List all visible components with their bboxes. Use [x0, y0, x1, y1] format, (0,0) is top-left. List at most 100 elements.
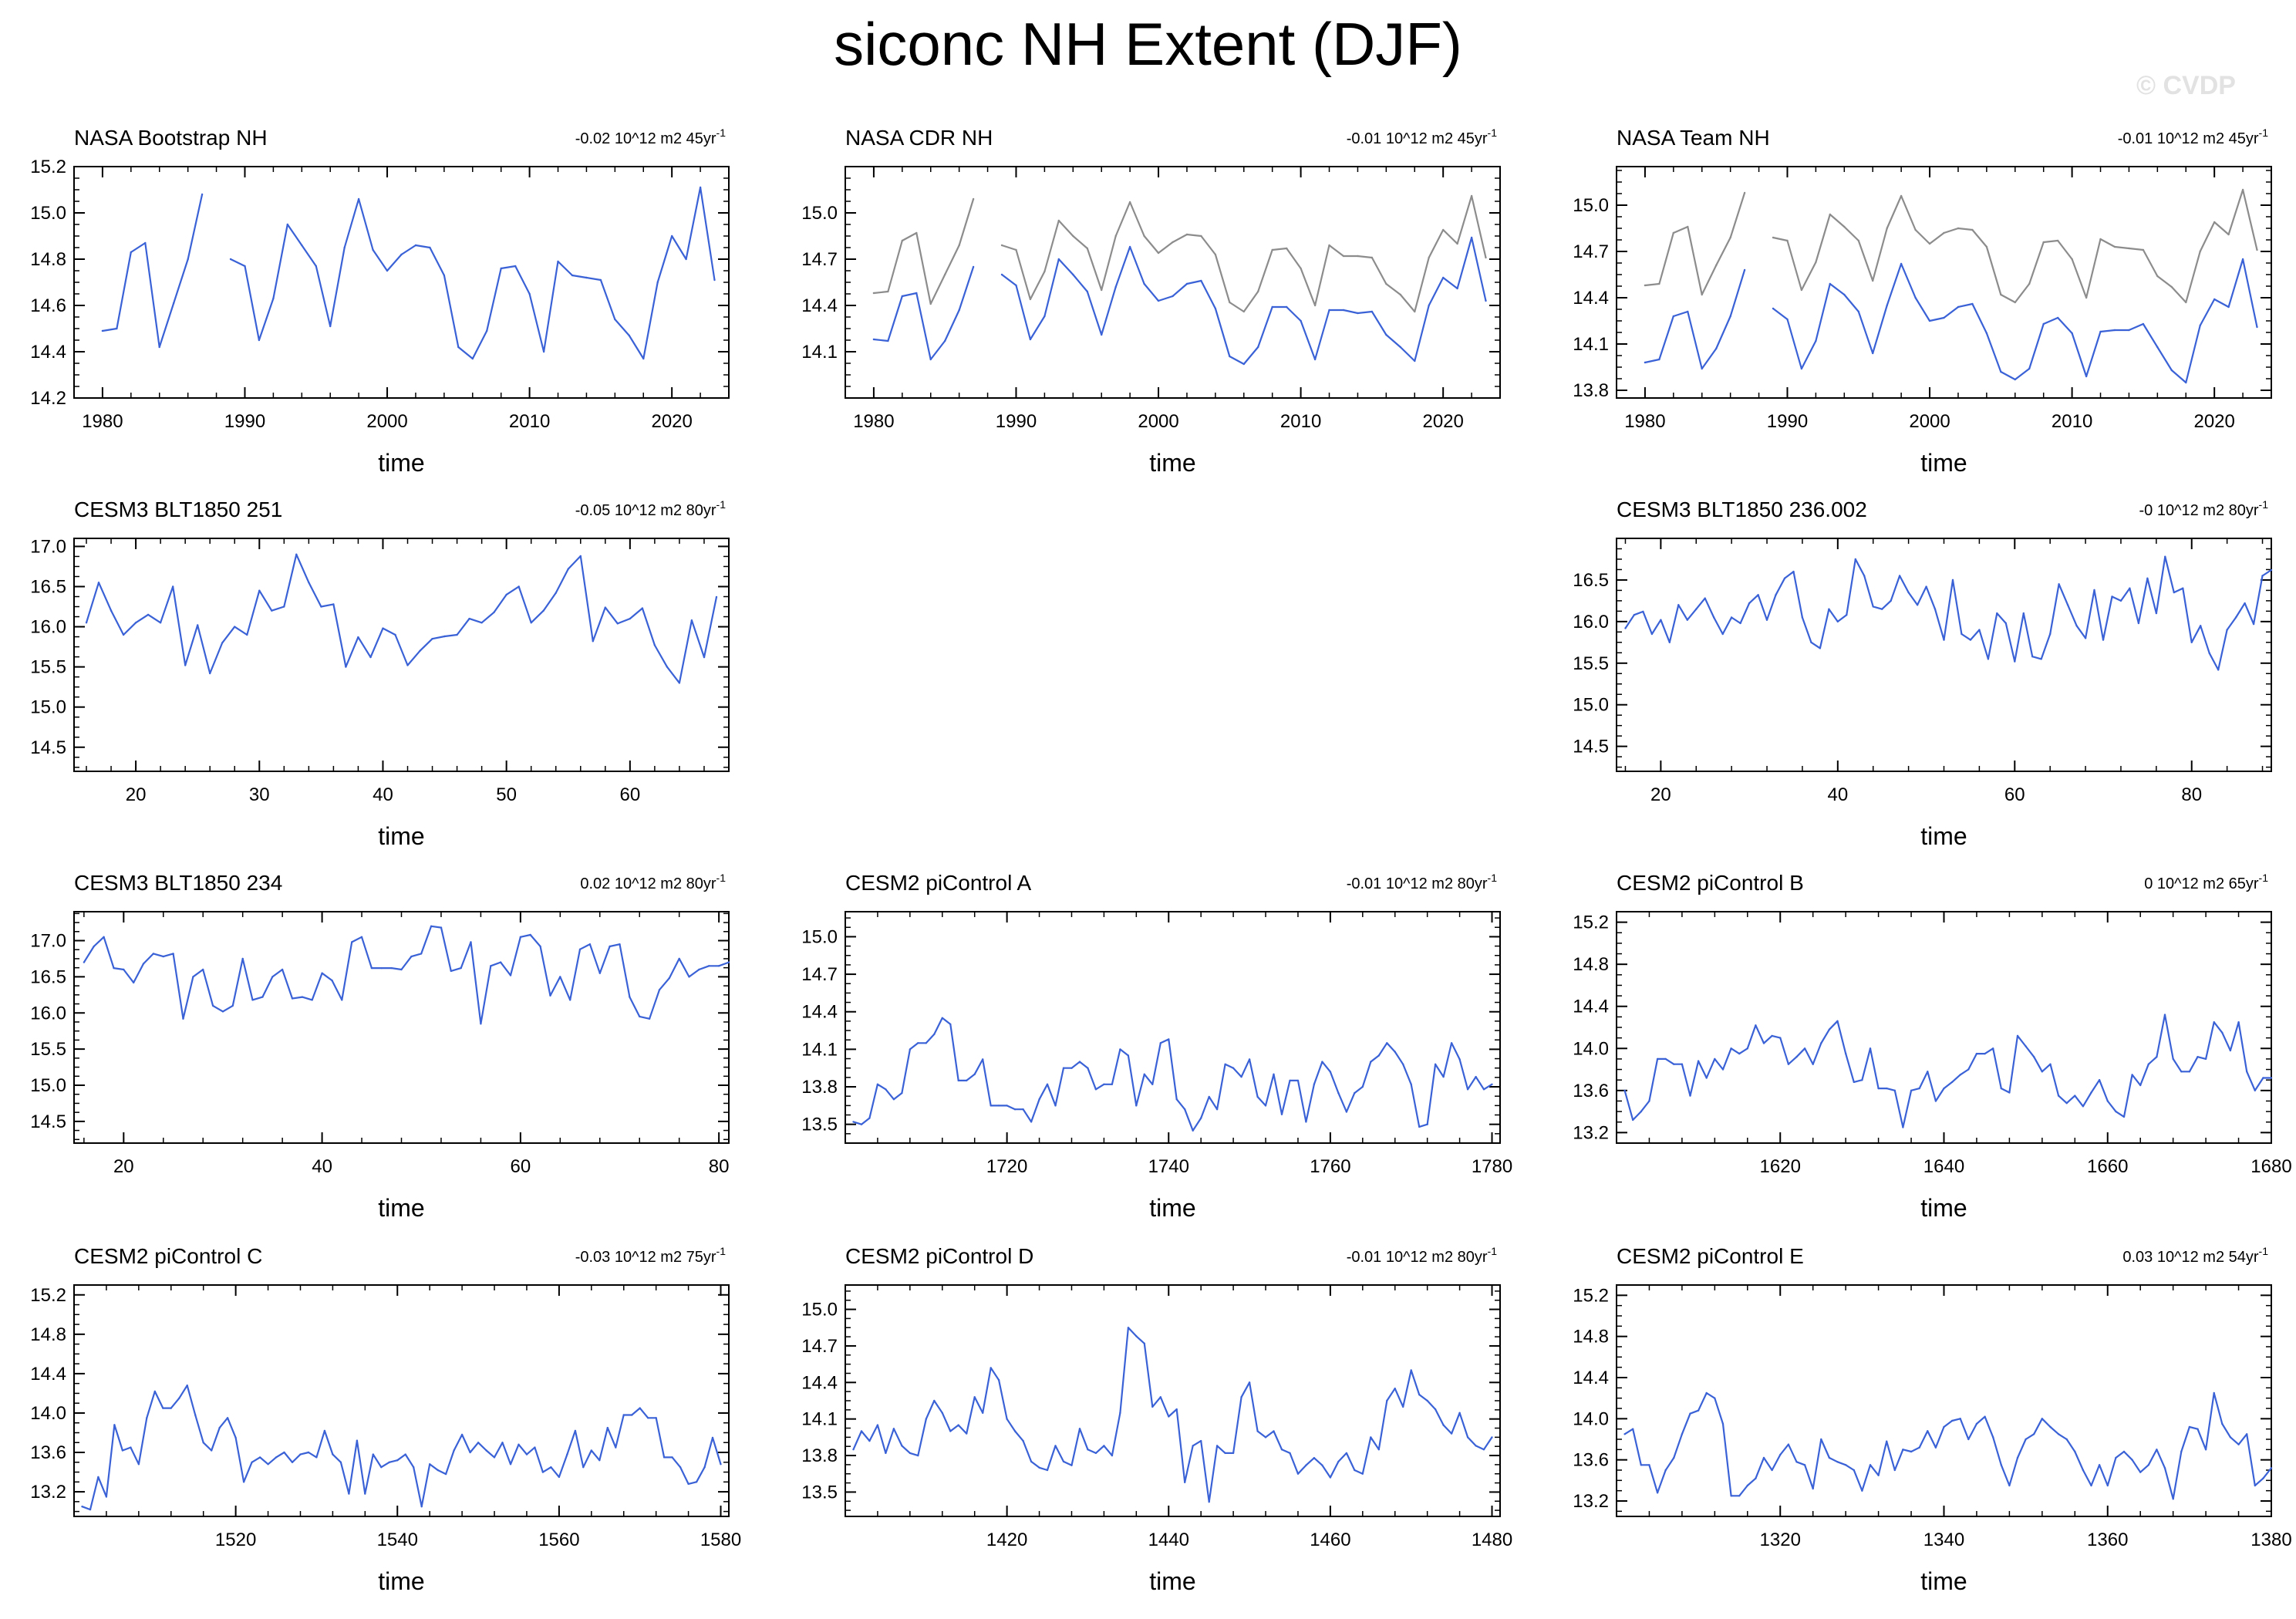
data-point [460, 1433, 464, 1436]
data-point [1377, 1054, 1381, 1057]
data-point [1898, 575, 1901, 577]
data-point [1386, 1042, 1388, 1044]
x-tick-label: 2010 [509, 411, 550, 432]
data-point [1721, 1068, 1725, 1071]
data-point [966, 1079, 968, 1082]
series-line [83, 925, 730, 1025]
panel-title: NASA CDR NH [845, 126, 993, 150]
data-point [291, 1461, 294, 1464]
data-point [414, 244, 417, 247]
data-point [2016, 1456, 2019, 1459]
data-point [444, 1472, 447, 1476]
data-point [1918, 1446, 1920, 1449]
y-tick-label: 14.1 [801, 342, 838, 363]
data-point [2221, 1031, 2224, 1034]
data-point [1491, 1436, 1493, 1439]
data-point [130, 251, 132, 254]
data-point [973, 1073, 976, 1076]
data-point [187, 258, 189, 261]
data-point [606, 1426, 609, 1429]
data-point [1803, 1464, 1806, 1466]
x-axis-label: time [378, 822, 424, 850]
data-point [1208, 1095, 1210, 1098]
data-point [1240, 1396, 1242, 1398]
x-tick-label: 1990 [1767, 411, 1808, 432]
data-point [81, 1506, 83, 1508]
data-point [972, 265, 975, 268]
data-point [901, 1091, 903, 1095]
data-point [197, 624, 199, 626]
data-point [2025, 1438, 2027, 1441]
trend-annotation: -0.01 10^12 m2 45yr-1 [1347, 126, 1497, 147]
data-point [541, 1471, 544, 1473]
data-point [1168, 1038, 1170, 1041]
data-point [390, 966, 393, 970]
data-point [2033, 1433, 2035, 1435]
data-point [209, 672, 211, 675]
data-point [1928, 242, 1931, 245]
data-point [876, 1424, 879, 1426]
data-point [413, 1466, 415, 1469]
data-point [1672, 315, 1674, 318]
data-point [2221, 1422, 2224, 1425]
data-point [933, 1399, 936, 1402]
data-point [1030, 1460, 1033, 1463]
data-point [2122, 1115, 2126, 1118]
y-tick-label: 15.0 [30, 697, 66, 718]
data-point [382, 627, 384, 629]
data-point [242, 1481, 245, 1483]
y-tick-label: 15.2 [30, 157, 66, 177]
data-point [2113, 329, 2116, 332]
series-line [852, 1327, 1493, 1503]
data-point [567, 568, 569, 570]
data-point [202, 1442, 204, 1444]
plot-frame [73, 911, 730, 1144]
data-point [493, 1456, 496, 1459]
data-point [2172, 1057, 2174, 1061]
series-lower [1644, 258, 2258, 384]
data-point [357, 636, 359, 639]
data-point [226, 1417, 229, 1419]
data-point [559, 976, 561, 978]
data-point [1485, 256, 1487, 259]
data-point [1934, 1446, 1937, 1449]
data-point [1442, 1424, 1445, 1426]
data-point [307, 1451, 310, 1454]
data-point [852, 1449, 855, 1451]
data-point [2008, 1484, 2011, 1487]
data-point [1975, 1052, 1978, 1055]
x-tick-label: 1720 [986, 1156, 1027, 1177]
data-point [1006, 1418, 1008, 1420]
data-point [917, 1454, 919, 1457]
data-point [443, 635, 446, 638]
x-tick-label: 1420 [986, 1530, 1027, 1550]
data-point [1869, 1047, 1872, 1050]
data-point [1672, 231, 1674, 234]
y-tick-label: 15.0 [801, 203, 838, 224]
data-point [1119, 1412, 1121, 1415]
data-point [2042, 322, 2045, 325]
data-point [1820, 1438, 1822, 1441]
data-point [2049, 632, 2052, 636]
panel-title: CESM3 BLT1850 236.002 [1617, 498, 1867, 521]
data-point [514, 265, 517, 268]
data-point [2170, 369, 2173, 372]
x-axis-label: time [378, 1194, 424, 1222]
x-tick-label: 1320 [1760, 1530, 1801, 1550]
data-point [720, 1463, 722, 1466]
data-point [1157, 299, 1160, 302]
data-point [1950, 1081, 1954, 1084]
data-point [699, 186, 702, 189]
data-point [1971, 302, 1974, 305]
data-point [598, 972, 601, 974]
data-point [1386, 1399, 1388, 1402]
data-point [113, 966, 115, 970]
data-point [1371, 256, 1374, 259]
data-point [509, 974, 512, 976]
data-point [872, 338, 875, 341]
data-point [315, 265, 317, 268]
data-point [2031, 656, 2034, 658]
data-point [1721, 1422, 1725, 1425]
data-point [1934, 608, 1937, 610]
data-point [1128, 245, 1131, 248]
